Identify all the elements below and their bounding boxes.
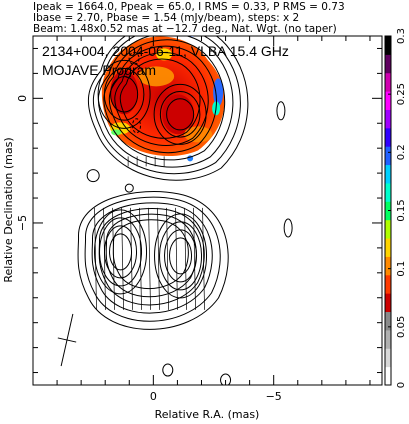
colorbar-segment bbox=[385, 146, 391, 166]
polarization-vector bbox=[175, 207, 178, 310]
polarization-vector bbox=[148, 207, 151, 310]
contour-core bbox=[108, 45, 217, 154]
chart-subtitle: MOJAVE Program bbox=[42, 62, 156, 78]
colorbar-tick-label: 0.25 bbox=[396, 83, 407, 105]
header: Ipeak = 1664.0, Ppeak = 65.0, I RMS = 0.… bbox=[0, 0, 409, 40]
contour-lobe bbox=[77, 191, 229, 330]
x-axis-label: Relative R.A. (mas) bbox=[155, 408, 260, 421]
contour-isolated bbox=[276, 101, 286, 121]
colorbar-tick-label: 0.1 bbox=[396, 261, 407, 277]
colorbar-segment bbox=[385, 348, 391, 368]
contour-core-peak-west bbox=[166, 98, 195, 131]
contour-lobe bbox=[98, 207, 205, 306]
colorbar-segment bbox=[385, 109, 391, 129]
colorbar-segment bbox=[385, 219, 391, 239]
contour-lobe-west bbox=[164, 229, 198, 283]
colorbar-segment bbox=[385, 54, 391, 74]
contour-lobe-west bbox=[159, 221, 203, 291]
colorbar-tick-label: 0.15 bbox=[396, 199, 407, 221]
polarization-vector bbox=[130, 207, 133, 310]
header-line-3: Beam: 1.48x0.52 mas at −12.7 deg., Nat. … bbox=[33, 23, 337, 35]
contour-negative bbox=[131, 118, 141, 134]
colorbar-segment bbox=[385, 164, 391, 184]
contour-core-peak-east bbox=[97, 59, 151, 129]
polarization-vector bbox=[193, 207, 196, 310]
contour-core bbox=[119, 58, 201, 139]
contour-core-peak-west bbox=[159, 91, 201, 138]
x-tick-label-1: −5 bbox=[266, 390, 282, 403]
intensity-contours bbox=[77, 36, 293, 385]
colorbar: 0 0.05 0.1 0.15 0.2 0.25 0.3 bbox=[384, 28, 407, 388]
polarization-orange-2 bbox=[184, 126, 213, 143]
polarization-blue-edge bbox=[213, 78, 224, 107]
contour-lobe-west bbox=[154, 213, 208, 299]
header-line-2: Ibase = 2.70, Pbase = 1.54 (mJy/beam), s… bbox=[33, 12, 300, 24]
header-line-1: Ipeak = 1664.0, Ppeak = 65.0, I RMS = 0.… bbox=[33, 1, 345, 13]
colorbar-segment bbox=[385, 72, 391, 92]
colorbar-segment bbox=[385, 311, 391, 331]
contour-core bbox=[97, 36, 234, 168]
contour-core bbox=[87, 36, 249, 181]
colorbar-segment bbox=[385, 238, 391, 257]
contour-isolated bbox=[162, 363, 174, 377]
y-tick-label-0: 0 bbox=[16, 95, 29, 102]
polarization-blue-top bbox=[190, 36, 195, 37]
contour-core bbox=[103, 39, 226, 161]
contour-core bbox=[92, 36, 241, 175]
contour-lobe-east bbox=[99, 217, 143, 287]
colorbar-tick-label: 0 bbox=[396, 382, 407, 388]
contour-isolated bbox=[283, 218, 293, 238]
polarization-peak-east bbox=[110, 70, 139, 115]
contour-core-peak-east bbox=[103, 67, 145, 121]
axis-ticks bbox=[32, 36, 382, 385]
colorbar-segment bbox=[385, 274, 391, 294]
polarization-vector bbox=[166, 207, 169, 310]
polarization-vector bbox=[94, 207, 97, 310]
colorbar-tick-label: 0.3 bbox=[396, 28, 407, 44]
contour-lobe bbox=[91, 202, 213, 314]
colorbar-segment bbox=[385, 293, 391, 313]
contour-isolated bbox=[86, 169, 100, 183]
beam-minor-axis bbox=[57, 337, 77, 343]
polarization-vector bbox=[103, 207, 106, 310]
colorbar-tick-label: 0.2 bbox=[396, 144, 407, 160]
colorbar-segment bbox=[385, 91, 391, 110]
beam-marker bbox=[57, 313, 77, 367]
colorbar-segment bbox=[385, 329, 391, 349]
polarization-vector bbox=[157, 207, 160, 310]
contour-isolated bbox=[124, 183, 134, 193]
contour-core-peak-east bbox=[110, 76, 139, 113]
contour-negative bbox=[128, 51, 140, 65]
contour-core-peak-west bbox=[153, 83, 207, 145]
contour-lobe bbox=[84, 196, 221, 322]
polarization-vector bbox=[139, 207, 142, 310]
y-axis-label: Relative Declination (mas) bbox=[2, 137, 15, 282]
polarization-orange bbox=[138, 66, 175, 87]
colorbar-segment bbox=[385, 127, 391, 147]
colorbar-segment bbox=[385, 182, 391, 202]
contour-lobe-east bbox=[94, 209, 148, 295]
polarization-vector bbox=[121, 207, 124, 310]
x-tick-label-0: 0 bbox=[150, 390, 157, 403]
polarization-vector bbox=[112, 207, 115, 310]
polarization-vector bbox=[184, 207, 187, 310]
y-tick-label-1: −5 bbox=[16, 215, 29, 231]
polarization-vector bbox=[202, 207, 205, 310]
colorbar-segment bbox=[385, 36, 391, 55]
colorbar-segment bbox=[385, 366, 391, 386]
contour-isolated bbox=[220, 373, 232, 385]
polarization-yellow-2 bbox=[156, 48, 173, 61]
chart-title: 2134+004, 2004-06-11, VLBA 15.4 GHz bbox=[42, 43, 289, 59]
colorbar-tick-label: 0.05 bbox=[396, 316, 407, 338]
contour-lobe-west bbox=[169, 237, 193, 275]
colorbar-segment bbox=[385, 256, 391, 276]
